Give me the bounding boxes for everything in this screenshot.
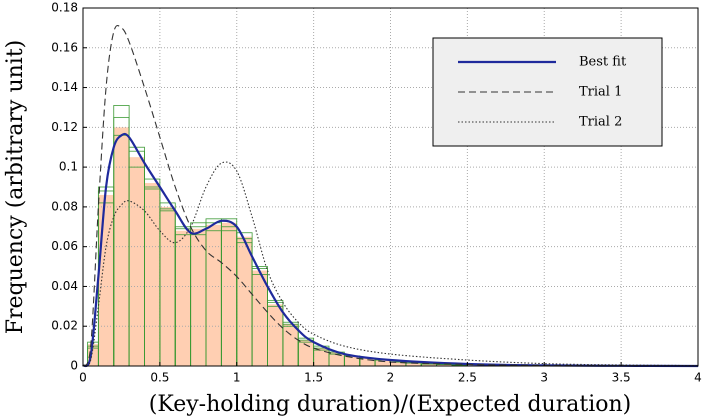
series-line [82, 24, 699, 367]
y-tick-label: 0.06 [51, 239, 78, 253]
x-tick-label: 3.5 [612, 371, 631, 385]
series-line [82, 161, 699, 367]
x-tick-label: 0 [79, 371, 87, 385]
histogram-bar [113, 127, 130, 366]
x-tick-label: 3 [540, 371, 548, 385]
histogram-bar [252, 270, 268, 366]
y-tick-label: 0.04 [51, 279, 78, 293]
histogram-bar [405, 363, 422, 366]
histogram-bar [267, 304, 283, 366]
x-tick-label: 0.5 [150, 371, 169, 385]
histogram-bar [375, 360, 391, 366]
histogram-bar [436, 364, 452, 366]
histogram-bar [421, 364, 437, 366]
legend-label: Trial 1 [579, 85, 622, 100]
x-tick-label: 2 [387, 371, 395, 385]
histogram-bar [98, 194, 114, 366]
histogram-bar [206, 224, 222, 366]
y-axis-label: Frequency (arbitrary unit) [3, 40, 28, 335]
histogram-bar [175, 230, 191, 366]
histogram-bar [190, 228, 206, 366]
histogram-bar [221, 222, 237, 366]
histogram-bar [390, 362, 406, 366]
histogram-bar [344, 356, 360, 366]
histogram-bar [87, 344, 99, 366]
y-tick-label: 0.08 [51, 199, 78, 213]
histogram-bar [359, 358, 376, 366]
histogram-bar [298, 340, 314, 366]
y-tick-label: 0.1 [59, 160, 78, 174]
y-tick-label: 0.16 [51, 40, 78, 54]
y-tick-label: 0.18 [51, 1, 78, 15]
x-tick-label: 1.5 [304, 371, 323, 385]
x-tick-label: 2.5 [458, 371, 477, 385]
histogram-bar [129, 157, 145, 366]
legend-label: Trial 2 [579, 115, 622, 130]
y-tick-label: 0.14 [51, 80, 78, 94]
histogram-bar [282, 324, 299, 366]
histogram-bar [144, 183, 160, 366]
x-axis-label: (Key-holding duration)/(Expected duratio… [149, 392, 631, 417]
x-tick-label: 1 [233, 371, 241, 385]
y-tick-label: 0 [70, 359, 78, 373]
series-line [82, 132, 699, 368]
y-tick-label: 0.02 [51, 319, 78, 333]
legend-label: Best fit [579, 55, 627, 70]
histogram-bar [313, 348, 329, 366]
y-tick-label: 0.12 [51, 120, 78, 134]
histogram-bar [236, 236, 253, 366]
x-tick-label: 4 [694, 371, 702, 385]
